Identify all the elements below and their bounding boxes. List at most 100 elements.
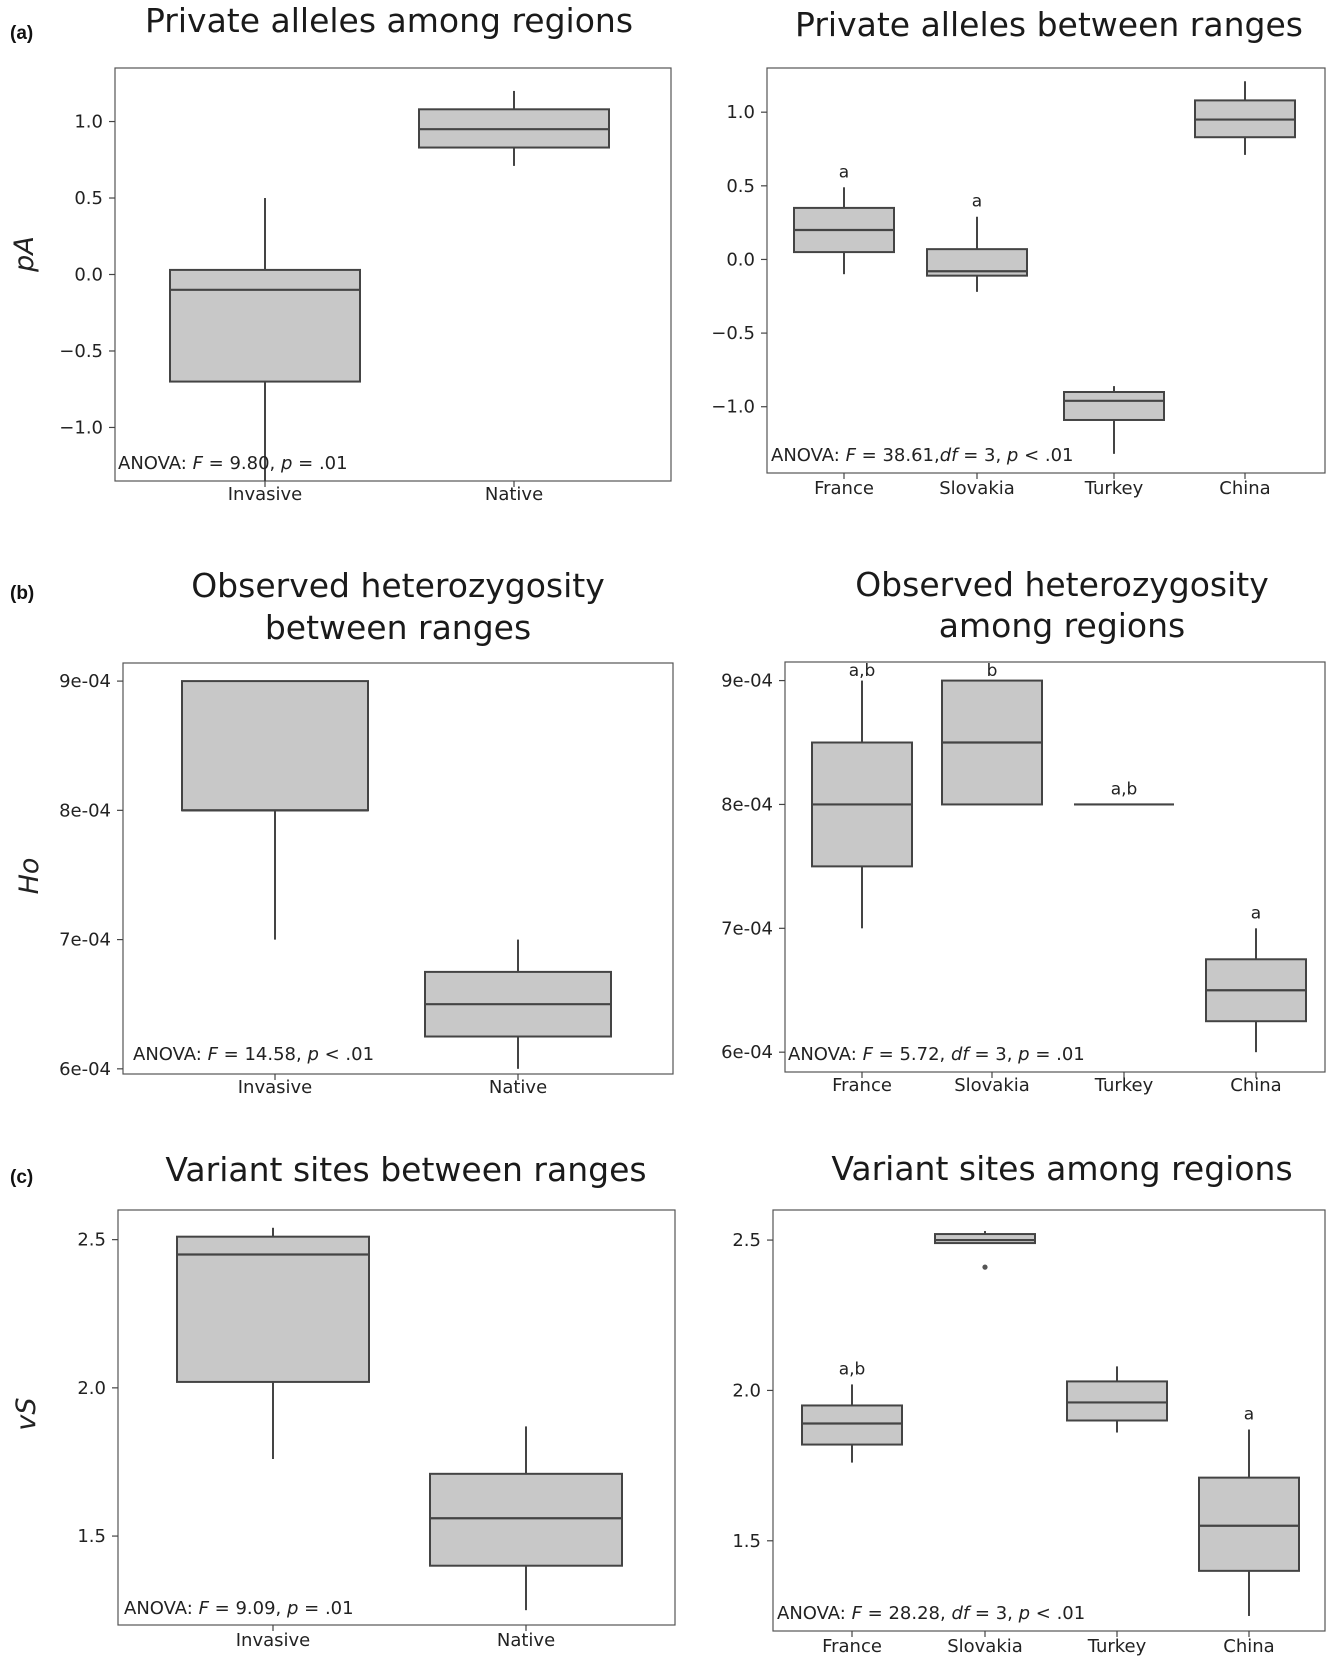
box-invasive — [169, 198, 361, 481]
y-tick-label: 9e-04 — [721, 671, 773, 692]
iqr-box — [176, 1235, 370, 1383]
significance-letter: a — [1251, 903, 1261, 923]
significance-letter: a,b — [1111, 779, 1138, 799]
x-tick-label: Slovakia — [954, 1075, 1030, 1096]
panel-label-a: (a) — [10, 23, 33, 44]
anova-part: < .01 — [1030, 1603, 1085, 1624]
y-tick-label: 1.5 — [77, 1526, 106, 1547]
anova-part: = 9.09, — [209, 1598, 287, 1619]
x-tick-label: Native — [497, 1630, 555, 1651]
box-invasive — [181, 680, 369, 940]
x-tick-label: China — [1223, 1636, 1274, 1657]
anova-part: p — [1018, 1603, 1030, 1624]
box-native — [429, 1426, 623, 1611]
box-china — [1194, 81, 1296, 155]
significance-letter: b — [987, 661, 998, 681]
anova-part: p — [280, 453, 292, 474]
y-tick-label: 8e-04 — [59, 800, 111, 821]
anova-part: F — [846, 445, 857, 466]
chart-title-line: Private alleles between ranges — [795, 5, 1303, 44]
anova-part: ANOVA: — [133, 1044, 208, 1065]
chart-title-line: between ranges — [265, 608, 531, 647]
plot-frame — [117, 1209, 676, 1626]
box-france: a — [793, 162, 895, 275]
chart-title-line: Private alleles among regions — [145, 1, 633, 40]
anova-part: F — [208, 1044, 219, 1065]
anova-part: F — [193, 453, 204, 474]
significance-letter: a,b — [849, 661, 876, 681]
anova-part: = .01 — [298, 1598, 353, 1619]
x-tick-label: China — [1230, 1075, 1281, 1096]
x-tick-label: France — [814, 478, 874, 499]
significance-letter: a,b — [839, 1359, 866, 1379]
y-tick-label: 1.0 — [74, 112, 103, 133]
box-france: a,b — [811, 661, 913, 929]
iqr-box — [1198, 1476, 1300, 1572]
x-tick-label: Native — [489, 1077, 547, 1098]
y-tick-label: 2.5 — [732, 1230, 761, 1251]
x-tick-label: China — [1219, 478, 1270, 499]
anova-part: = 9.80, — [203, 453, 281, 474]
anova-annotation: ANOVA: F = 14.58, p < .01 — [133, 1044, 374, 1065]
iqr-box — [1063, 391, 1165, 421]
x-tick-label: France — [832, 1075, 892, 1096]
anova-part: F — [852, 1603, 863, 1624]
y-tick-label: 6e-04 — [59, 1059, 111, 1080]
anova-annotation: ANOVA: F = 5.72, df = 3, p = .01 — [788, 1044, 1085, 1065]
anova-annotation: ANOVA: F = 38.61,df = 3, p < .01 — [771, 445, 1074, 466]
chart-title-line: Observed heterozygosity — [855, 565, 1269, 604]
anova-part: = .01 — [292, 453, 347, 474]
anova-part: F — [199, 1598, 210, 1619]
iqr-box — [1066, 1380, 1168, 1422]
box-china: a — [1205, 903, 1307, 1053]
x-tick-label: Turkey — [1094, 1075, 1154, 1096]
y-tick-label: 7e-04 — [721, 918, 773, 939]
anova-part: p — [286, 1598, 298, 1619]
box-native — [418, 90, 610, 166]
box-invasive — [176, 1227, 370, 1459]
x-tick-label: Native — [485, 484, 543, 505]
box-native — [424, 939, 612, 1069]
iqr-box — [801, 1404, 903, 1446]
y-tick-label: 8e-04 — [721, 794, 773, 815]
y-axis-label: vS — [11, 1397, 42, 1430]
anova-part: = 5.72, — [873, 1044, 951, 1065]
box-turkey — [1063, 386, 1165, 454]
anova-part: ANOVA: — [124, 1598, 199, 1619]
y-tick-label: −0.5 — [59, 341, 103, 362]
y-tick-label: 6e-04 — [721, 1042, 773, 1063]
y-tick-label: 9e-04 — [59, 671, 111, 692]
box-turkey — [1066, 1366, 1168, 1433]
anova-part: df — [940, 445, 960, 466]
anova-part: ANOVA: — [118, 453, 193, 474]
box-slovakia: a — [926, 192, 1028, 292]
chart-c-left: Variant sites between ranges 2.5 2.0 1.5 vS I… — [11, 1150, 676, 1651]
plot-frame — [766, 67, 1326, 474]
anova-part: ANOVA: — [771, 445, 846, 466]
anova-part: p — [1017, 1044, 1029, 1065]
box-china: a — [1198, 1405, 1300, 1616]
box-slovakia — [934, 1231, 1036, 1270]
x-tick-label: France — [822, 1636, 882, 1657]
x-tick-label: Turkey — [1084, 478, 1144, 499]
plot-frame — [772, 1209, 1326, 1632]
anova-part: = 3, — [969, 1603, 1018, 1624]
significance-letter: a — [839, 162, 849, 182]
x-tick-label: Slovakia — [947, 1636, 1023, 1657]
y-tick-label: 0.5 — [726, 176, 755, 197]
anova-part: df — [951, 1044, 971, 1065]
x-tick-label: Invasive — [236, 1630, 311, 1651]
iqr-box — [169, 268, 361, 383]
y-axis-label: Ho — [14, 858, 45, 895]
y-tick-label: 1.5 — [732, 1531, 761, 1552]
anova-part: < .01 — [1018, 445, 1073, 466]
chart-title-line: Variant sites between ranges — [165, 1150, 646, 1189]
anova-part: = 3, — [969, 1044, 1018, 1065]
significance-letter: a — [1244, 1405, 1254, 1425]
y-tick-label: 0.0 — [74, 265, 103, 286]
iqr-box — [429, 1472, 623, 1567]
x-tick-label: Invasive — [228, 484, 303, 505]
y-tick-label: −0.5 — [711, 323, 755, 344]
